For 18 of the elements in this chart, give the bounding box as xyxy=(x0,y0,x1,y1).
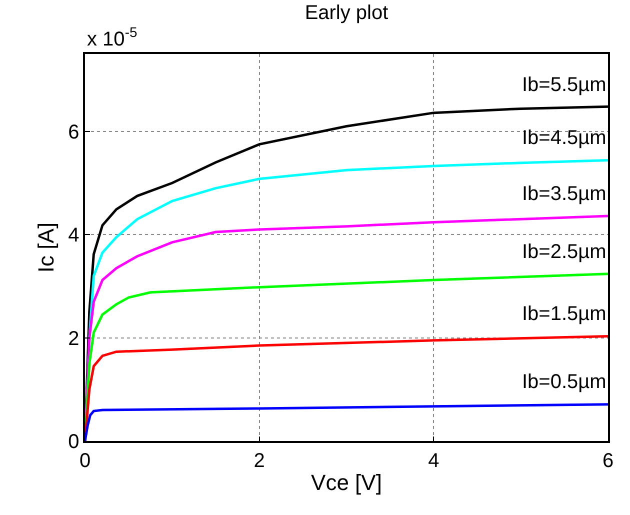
line-series xyxy=(85,403,608,441)
text: x 10$^{-5}$ xyxy=(87,24,138,50)
x-tick-label: 6 xyxy=(602,450,614,472)
x-tick-label: 2 xyxy=(254,450,265,472)
chart-title: Early plot xyxy=(304,2,389,24)
series-label: Ib=5.5µm xyxy=(522,74,606,96)
y-tick-label: 4 xyxy=(68,224,80,247)
x-axis-title: Vce [V] xyxy=(311,470,382,496)
series-label: Ib=2.5µm xyxy=(522,241,606,263)
series-label: Ib=0.5µm xyxy=(522,371,606,393)
y-tick-label: 0 xyxy=(68,431,80,453)
series-label: Ib=1.5µm xyxy=(522,303,606,325)
y-tick-label: 2 xyxy=(68,328,80,350)
y-tick-label: 6 xyxy=(68,121,80,144)
x-tick-label: 4 xyxy=(428,450,440,472)
y-axis-title: Ic [A] xyxy=(33,222,58,273)
series-label: Ib=3.5µm xyxy=(522,183,606,205)
series-label: Ib=4.5µm xyxy=(522,127,606,149)
